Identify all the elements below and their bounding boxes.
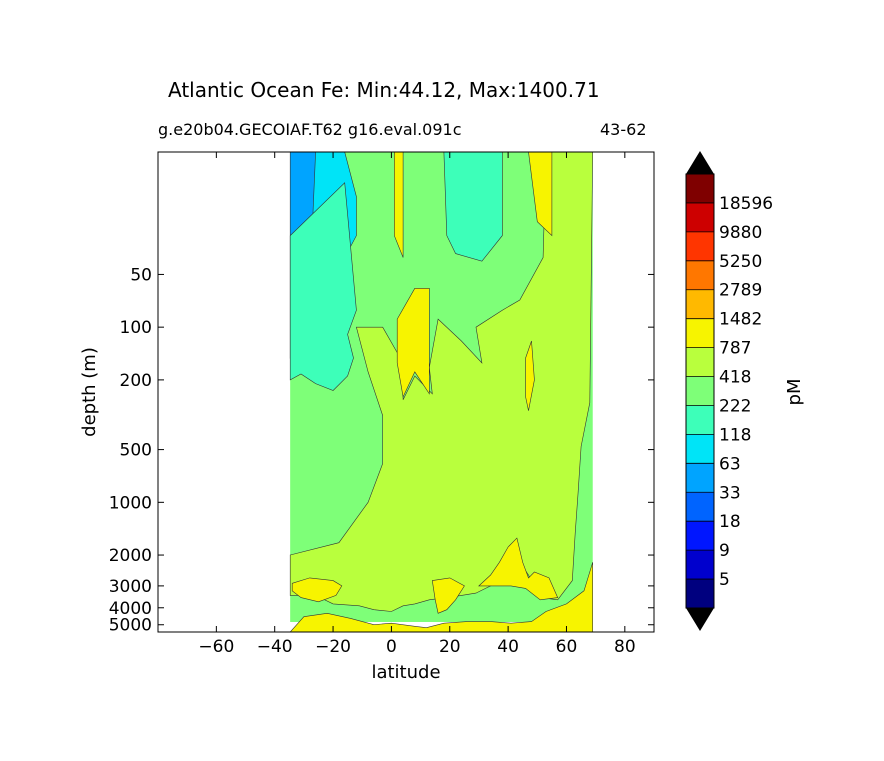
y-tick-label: 3000 [109, 577, 152, 597]
y-tick-label: 1000 [109, 493, 152, 513]
colorbar-tick-label: 1482 [719, 310, 762, 330]
y-tick-label: 100 [120, 318, 152, 338]
colorbar-segment [686, 318, 714, 348]
contour-region-11 [431, 577, 465, 614]
colorbar: 5 9 18 33 63 118 222 418 787 1482 2789 5250 9880 1859… [685, 151, 805, 631]
colorbar-segment [686, 347, 714, 377]
colorbar-segment [686, 174, 714, 203]
contour-region-8 [525, 340, 535, 411]
x-tick-label: 60 [556, 637, 578, 657]
colorbar-segment [686, 260, 714, 290]
contour-region-4 [289, 152, 594, 612]
contour-region-3 [443, 152, 503, 262]
y-tick-label: 2000 [109, 546, 152, 566]
x-tick-label: 20 [439, 637, 461, 657]
x-tick-label: −20 [315, 637, 351, 657]
colorbar-tick-label: 222 [719, 396, 751, 416]
y-tick-label: 50 [130, 265, 152, 285]
colorbar-tick-label: 5250 [719, 252, 762, 272]
chart-title: Atlantic Ocean Fe: Min:44.12, Max:1400.7… [168, 78, 600, 102]
colorbar-tick-label: 5 [719, 570, 730, 590]
plot-area: −60 −40 −20 0 20 40 60 80 50 100 200 500 1000 2000 30… [79, 151, 655, 683]
colorbar-tick-label: 33 [719, 483, 741, 503]
contour-region-7 [528, 152, 553, 237]
colorbar-tick-label: 9880 [719, 223, 762, 243]
colorbar-segment [686, 492, 714, 522]
colorbar-segment [686, 434, 714, 464]
colorbar-tick-label: 9 [719, 541, 730, 561]
contour-region-9 [478, 537, 559, 601]
x-tick-label: −60 [198, 637, 234, 657]
y-tick-label: 4000 [109, 599, 152, 619]
colorbar-segment [686, 579, 714, 608]
colorbar-extend-min [686, 608, 714, 631]
colorbar-tick-label: 418 [719, 368, 751, 388]
colorbar-tick-label: 18596 [719, 194, 773, 214]
colorbar-extend-max [686, 151, 714, 174]
colorbar-segment [686, 289, 714, 319]
contour-region-12 [289, 562, 594, 632]
colorbar-tick-label: 118 [719, 425, 751, 445]
y-tick-label: 500 [120, 441, 152, 461]
x-tick-label: 80 [614, 637, 636, 657]
colorbar-segment [686, 463, 714, 493]
chart-subtitle-years: 43-62 [600, 120, 647, 139]
x-tick-label: 0 [386, 637, 397, 657]
y-tick-label: 200 [120, 371, 152, 391]
contour-region-6 [396, 287, 430, 398]
x-tick-label: −40 [257, 637, 293, 657]
contour-regions [289, 152, 594, 632]
x-tick-label: 40 [497, 637, 519, 657]
contour-region-10 [291, 577, 343, 603]
colorbar-segment [686, 231, 714, 261]
colorbar-tick-label: 787 [719, 339, 751, 359]
colorbar-frame [685, 173, 715, 609]
colorbar-tick-labels: 5 9 18 33 63 118 222 418 787 1482 2789 5250 9880 1859… [686, 194, 773, 590]
y-tick-label: 5000 [109, 616, 152, 636]
colorbar-tick-label: 18 [719, 512, 741, 532]
x-axis: −60 −40 −20 0 20 40 60 80 [198, 152, 636, 657]
x-axis-label: latitude [371, 662, 440, 683]
colorbar-tick-label: 63 [719, 454, 741, 474]
plot-frame [157, 151, 655, 633]
colorbar-segment [686, 550, 714, 580]
colorbar-segment [686, 376, 714, 406]
colorbar-segments [685, 151, 715, 631]
colorbar-tick-label: 2789 [719, 281, 762, 301]
colorbar-label: pM [784, 379, 805, 406]
contour-region-2 [289, 182, 357, 391]
chart-subtitle-case: g.e20b04.GECOIAF.T62 g16.eval.091c [158, 120, 462, 139]
colorbar-segment [686, 202, 714, 232]
y-axis-label: depth (m) [79, 347, 100, 437]
colorbar-segment [686, 405, 714, 435]
contour-region-5 [393, 152, 404, 258]
colorbar-segment [686, 521, 714, 551]
